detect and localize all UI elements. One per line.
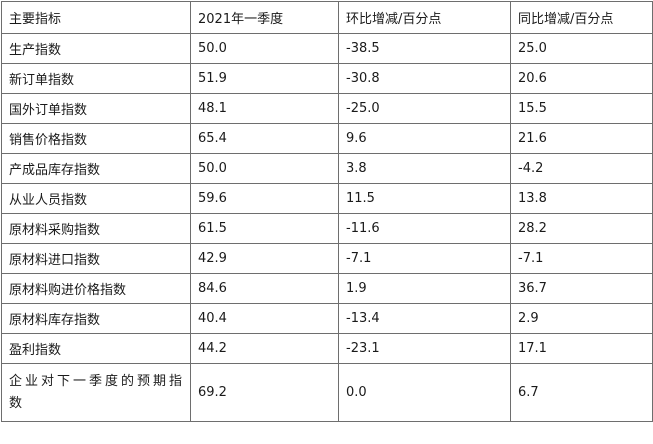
- yoy-value: 28.2: [510, 213, 653, 244]
- qoq-value: -13.4: [338, 303, 511, 334]
- q1-value: 40.4: [190, 303, 339, 334]
- indicator-name: 从业人员指数: [1, 183, 191, 214]
- header-qoq-change: 环比增减/百分点: [338, 1, 511, 34]
- q1-value: 50.0: [190, 33, 339, 64]
- table-row: 原材料进口指数 42.9 -7.1 -7.1: [1, 243, 653, 274]
- table-row: 原材料库存指数 40.4 -13.4 2.9: [1, 303, 653, 334]
- indicator-name: 盈利指数: [1, 333, 191, 364]
- indicator-name: 原材料采购指数: [1, 213, 191, 244]
- q1-value: 48.1: [190, 93, 339, 124]
- q1-value: 51.9: [190, 63, 339, 94]
- qoq-value: 1.9: [338, 273, 511, 304]
- q1-value: 59.6: [190, 183, 339, 214]
- indicator-name: 新订单指数: [1, 63, 191, 94]
- table-row: 国外订单指数 48.1 -25.0 15.5: [1, 93, 653, 124]
- q1-value: 69.2: [190, 363, 339, 422]
- yoy-value: 20.6: [510, 63, 653, 94]
- yoy-value: -4.2: [510, 153, 653, 184]
- qoq-value: 0.0: [338, 363, 511, 422]
- table-row: 企业对下一季度的预期指数 69.2 0.0 6.7: [1, 363, 653, 422]
- indicator-name: 企业对下一季度的预期指数: [1, 363, 191, 422]
- q1-value: 65.4: [190, 123, 339, 154]
- qoq-value: 3.8: [338, 153, 511, 184]
- header-indicator: 主要指标: [1, 1, 191, 34]
- qoq-value: -7.1: [338, 243, 511, 274]
- yoy-value: 21.6: [510, 123, 653, 154]
- q1-value: 44.2: [190, 333, 339, 364]
- yoy-value: 2.9: [510, 303, 653, 334]
- indicator-table: 主要指标 2021年一季度 环比增减/百分点 同比增减/百分点 生产指数 50.…: [1, 1, 653, 422]
- yoy-value: -7.1: [510, 243, 653, 274]
- qoq-value: 11.5: [338, 183, 511, 214]
- qoq-value: -23.1: [338, 333, 511, 364]
- indicator-name: 原材料库存指数: [1, 303, 191, 334]
- qoq-value: -38.5: [338, 33, 511, 64]
- table-row: 生产指数 50.0 -38.5 25.0: [1, 33, 653, 64]
- indicator-name: 销售价格指数: [1, 123, 191, 154]
- header-q1-2021: 2021年一季度: [190, 1, 339, 34]
- table-row: 产成品库存指数 50.0 3.8 -4.2: [1, 153, 653, 184]
- yoy-value: 15.5: [510, 93, 653, 124]
- table-row: 从业人员指数 59.6 11.5 13.8: [1, 183, 653, 214]
- qoq-value: 9.6: [338, 123, 511, 154]
- table-row: 新订单指数 51.9 -30.8 20.6: [1, 63, 653, 94]
- yoy-value: 36.7: [510, 273, 653, 304]
- qoq-value: -30.8: [338, 63, 511, 94]
- qoq-value: -25.0: [338, 93, 511, 124]
- table-row: 销售价格指数 65.4 9.6 21.6: [1, 123, 653, 154]
- qoq-value: -11.6: [338, 213, 511, 244]
- indicator-name: 原材料进口指数: [1, 243, 191, 274]
- table-row: 原材料购进价格指数 84.6 1.9 36.7: [1, 273, 653, 304]
- yoy-value: 25.0: [510, 33, 653, 64]
- q1-value: 61.5: [190, 213, 339, 244]
- table-row: 盈利指数 44.2 -23.1 17.1: [1, 333, 653, 364]
- yoy-value: 17.1: [510, 333, 653, 364]
- indicator-name: 产成品库存指数: [1, 153, 191, 184]
- q1-value: 50.0: [190, 153, 339, 184]
- q1-value: 84.6: [190, 273, 339, 304]
- table-header-row: 主要指标 2021年一季度 环比增减/百分点 同比增减/百分点: [1, 1, 653, 34]
- q1-value: 42.9: [190, 243, 339, 274]
- yoy-value: 6.7: [510, 363, 653, 422]
- table-row: 原材料采购指数 61.5 -11.6 28.2: [1, 213, 653, 244]
- indicator-name: 生产指数: [1, 33, 191, 64]
- yoy-value: 13.8: [510, 183, 653, 214]
- header-yoy-change: 同比增减/百分点: [510, 1, 653, 34]
- indicator-name: 原材料购进价格指数: [1, 273, 191, 304]
- indicator-name: 国外订单指数: [1, 93, 191, 124]
